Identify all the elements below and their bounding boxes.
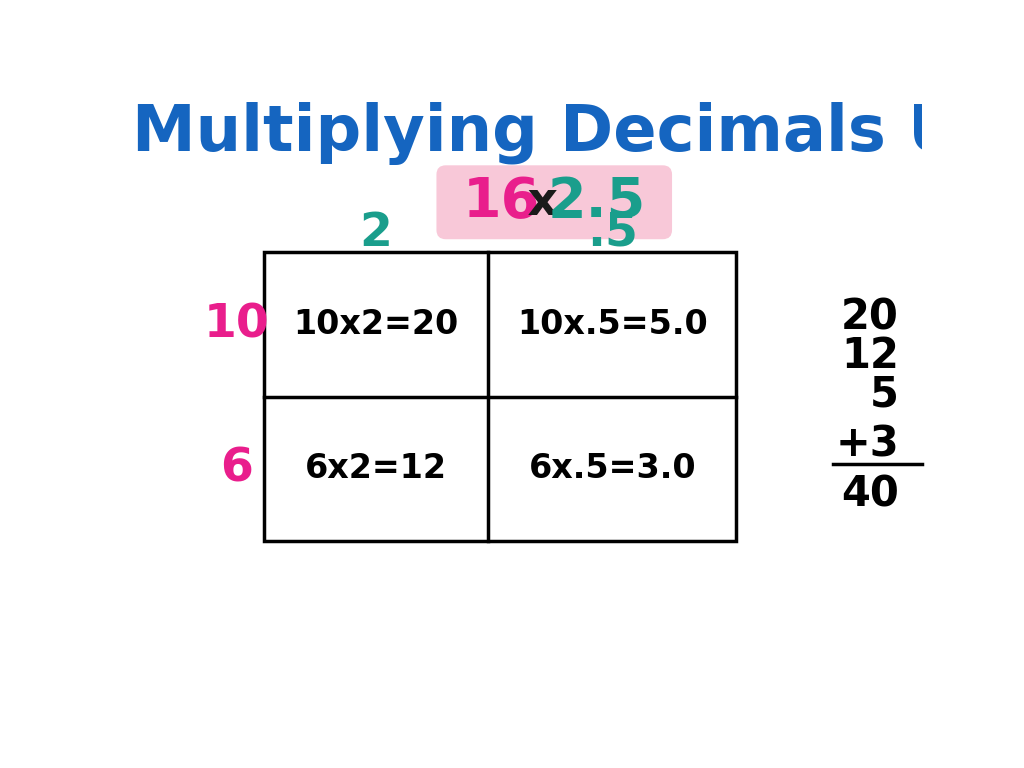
Text: 12: 12 <box>842 336 899 377</box>
Text: 2.5: 2.5 <box>548 175 646 230</box>
FancyBboxPatch shape <box>436 165 672 239</box>
Text: 10x2=20: 10x2=20 <box>293 308 459 341</box>
Text: 6x2=12: 6x2=12 <box>305 452 446 485</box>
Text: 5: 5 <box>870 374 899 415</box>
Text: 40: 40 <box>842 474 899 516</box>
Text: 10: 10 <box>204 302 269 347</box>
Bar <box>263 253 736 541</box>
Text: 10x.5=5.0: 10x.5=5.0 <box>517 308 708 341</box>
Text: 2: 2 <box>359 210 392 256</box>
Text: .5: .5 <box>587 210 638 256</box>
Text: 20: 20 <box>842 296 899 339</box>
Text: +3: +3 <box>836 424 899 466</box>
Text: 16: 16 <box>463 175 541 230</box>
Text: 6x.5=3.0: 6x.5=3.0 <box>528 452 696 485</box>
Text: Multiplying Decimals Using the Ar: Multiplying Decimals Using the Ar <box>132 102 1024 165</box>
Text: x: x <box>511 180 574 225</box>
Text: 6: 6 <box>220 446 253 492</box>
